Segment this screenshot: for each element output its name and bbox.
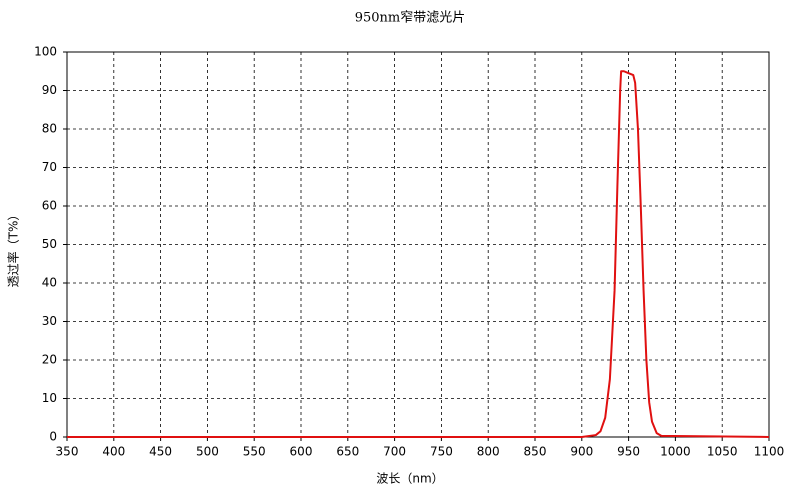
x-tick-label: 1050 bbox=[707, 445, 738, 459]
x-tick-label: 350 bbox=[56, 445, 79, 459]
x-tick-label: 900 bbox=[570, 445, 593, 459]
y-tick-label: 20 bbox=[42, 353, 57, 367]
chart-title: 950nm窄带滤光片 bbox=[355, 10, 466, 26]
x-tick-label: 950 bbox=[617, 445, 640, 459]
y-tick-label: 60 bbox=[42, 199, 57, 213]
x-tick-label: 1000 bbox=[660, 445, 691, 459]
x-tick-label: 1100 bbox=[754, 445, 785, 459]
x-tick-label: 750 bbox=[430, 445, 453, 459]
x-tick-label: 400 bbox=[102, 445, 125, 459]
x-tick-label: 450 bbox=[149, 445, 172, 459]
data-line bbox=[67, 70, 770, 438]
x-axis-label: 波长（nm） bbox=[376, 472, 443, 486]
y-axis-label: 透过率（T%） bbox=[6, 209, 21, 288]
y-tick-label: 40 bbox=[42, 276, 57, 290]
y-tick-label: 0 bbox=[49, 430, 57, 444]
x-tick-label: 800 bbox=[477, 445, 500, 459]
y-tick-label: 90 bbox=[42, 83, 57, 97]
y-tick-label: 70 bbox=[42, 160, 57, 174]
x-tick-label: 550 bbox=[243, 445, 266, 459]
x-tick-label: 700 bbox=[383, 445, 406, 459]
y-tick-label: 100 bbox=[34, 45, 57, 59]
y-tick-label: 30 bbox=[42, 314, 57, 328]
y-tick-label: 50 bbox=[42, 237, 57, 251]
x-tick-label: 500 bbox=[196, 445, 219, 459]
y-tick-label: 80 bbox=[42, 122, 57, 136]
x-tick-label: 650 bbox=[336, 445, 359, 459]
x-tick-label: 600 bbox=[290, 445, 313, 459]
y-tick-label: 10 bbox=[42, 391, 57, 405]
x-tick-label: 850 bbox=[524, 445, 547, 459]
